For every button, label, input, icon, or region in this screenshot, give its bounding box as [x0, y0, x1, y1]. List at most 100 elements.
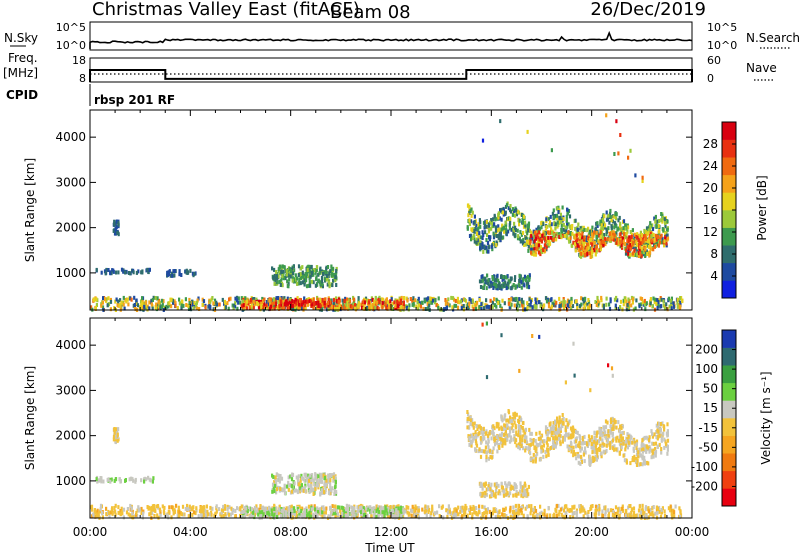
heatmap-cell	[310, 264, 313, 269]
heatmap-cell	[319, 477, 322, 482]
heatmap-cell	[579, 241, 582, 245]
heatmap-cell	[313, 504, 316, 509]
heatmap-cell	[526, 282, 529, 286]
heatmap-cell	[560, 220, 563, 224]
heatmap-cell	[288, 266, 291, 271]
heatmap-cell	[571, 511, 574, 516]
heatmap-cell	[649, 231, 652, 236]
heatmap-cell	[622, 302, 625, 307]
heatmap-cell	[255, 504, 258, 509]
heatmap-cell	[129, 503, 132, 508]
heatmap-cell	[518, 420, 521, 424]
heatmap-cell	[561, 230, 564, 235]
heatmap-cell	[622, 298, 625, 303]
heatmap-cell	[252, 299, 255, 304]
heatmap-cell	[532, 231, 535, 236]
heatmap-cell	[640, 447, 643, 452]
heatmap-cell	[99, 476, 102, 480]
heatmap-cell	[129, 513, 132, 518]
heatmap-cell	[194, 302, 198, 307]
heatmap-cell	[367, 505, 370, 510]
heatmap-cell	[151, 511, 154, 516]
heatmap-cell	[572, 240, 575, 245]
heatmap-cell	[535, 242, 538, 247]
heatmap-cell	[475, 441, 478, 446]
heatmap-cell	[343, 299, 346, 304]
heatmap-cell	[519, 239, 522, 244]
heatmap-cell	[279, 279, 283, 284]
heatmap-cell	[286, 306, 289, 311]
heatmap-cell	[635, 298, 638, 303]
heatmap-cell	[99, 503, 103, 508]
heatmap-cell	[138, 507, 141, 512]
heatmap-cell	[314, 487, 317, 492]
heatmap-cell	[325, 506, 328, 511]
heatmap-cell	[228, 297, 231, 302]
heatmap-cell	[306, 302, 309, 307]
heatmap-cell	[486, 273, 489, 278]
heatmap-cell	[503, 513, 506, 518]
heatmap-cell	[603, 237, 606, 242]
heatmap-cell	[652, 247, 655, 252]
heatmap-cell	[264, 506, 267, 511]
heatmap-cell	[330, 264, 333, 269]
heatmap-cell	[632, 510, 636, 515]
heatmap-cell	[279, 513, 282, 518]
colorbar-swatch	[722, 210, 736, 228]
heatmap-cell	[234, 508, 237, 513]
heatmap-cell	[385, 508, 388, 513]
heatmap-cell	[530, 504, 533, 509]
heatmap-cell	[284, 276, 287, 281]
heatmap-cell	[455, 509, 458, 514]
heatmap-cell	[398, 301, 401, 306]
heatmap-cell	[285, 506, 288, 511]
heatmap-cell	[312, 306, 315, 311]
heatmap-cell	[613, 444, 616, 449]
heatmap-cell	[518, 222, 521, 227]
heatmap-cell	[573, 242, 577, 247]
heatmap-cell	[605, 296, 608, 301]
heatmap-cell	[399, 298, 403, 303]
heatmap-cell	[629, 247, 632, 252]
heatmap-cell	[566, 298, 570, 303]
heatmap-cell	[553, 299, 556, 304]
heatmap-cell	[650, 238, 653, 243]
heatmap-cell	[133, 514, 136, 519]
heatmap-cell	[519, 431, 522, 436]
heatmap-cell	[309, 283, 312, 288]
heatmap-cell	[478, 424, 481, 429]
heatmap-cell	[524, 223, 527, 228]
heatmap-cell	[563, 434, 566, 439]
heatmap-cell	[287, 281, 290, 286]
heatmap-cell	[324, 297, 327, 302]
heatmap-cell	[407, 505, 410, 510]
heatmap-cell	[628, 504, 631, 508]
heatmap-cell	[547, 304, 551, 309]
heatmap-cell	[142, 301, 145, 306]
heatmap-cell	[563, 515, 566, 520]
heatmap-cell	[319, 298, 322, 303]
heatmap-cell	[221, 508, 225, 513]
heatmap-cell	[612, 237, 615, 242]
heatmap-cell	[321, 510, 324, 515]
heatmap-cell	[438, 514, 441, 518]
colorbar-tick-label: 4	[710, 269, 718, 283]
heatmap-cell	[293, 481, 296, 486]
heatmap-cell	[460, 299, 463, 304]
y-tick-label: 2000	[55, 221, 86, 235]
heatmap-cell	[327, 298, 330, 302]
heatmap-cell	[330, 511, 333, 516]
heatmap-cell	[429, 296, 432, 301]
heatmap-cell	[644, 234, 647, 238]
heatmap-cell	[151, 507, 154, 512]
heatmap-cell	[365, 506, 368, 511]
heatmap-cell	[644, 307, 647, 312]
heatmap-cell	[672, 304, 676, 309]
heatmap-cell	[208, 512, 211, 517]
heatmap-cell	[589, 237, 592, 242]
heatmap-cell	[312, 512, 315, 517]
heatmap-cell	[599, 244, 602, 249]
heatmap-cell	[631, 228, 634, 233]
heatmap-cell	[666, 228, 669, 233]
heatmap-cell	[543, 236, 546, 241]
